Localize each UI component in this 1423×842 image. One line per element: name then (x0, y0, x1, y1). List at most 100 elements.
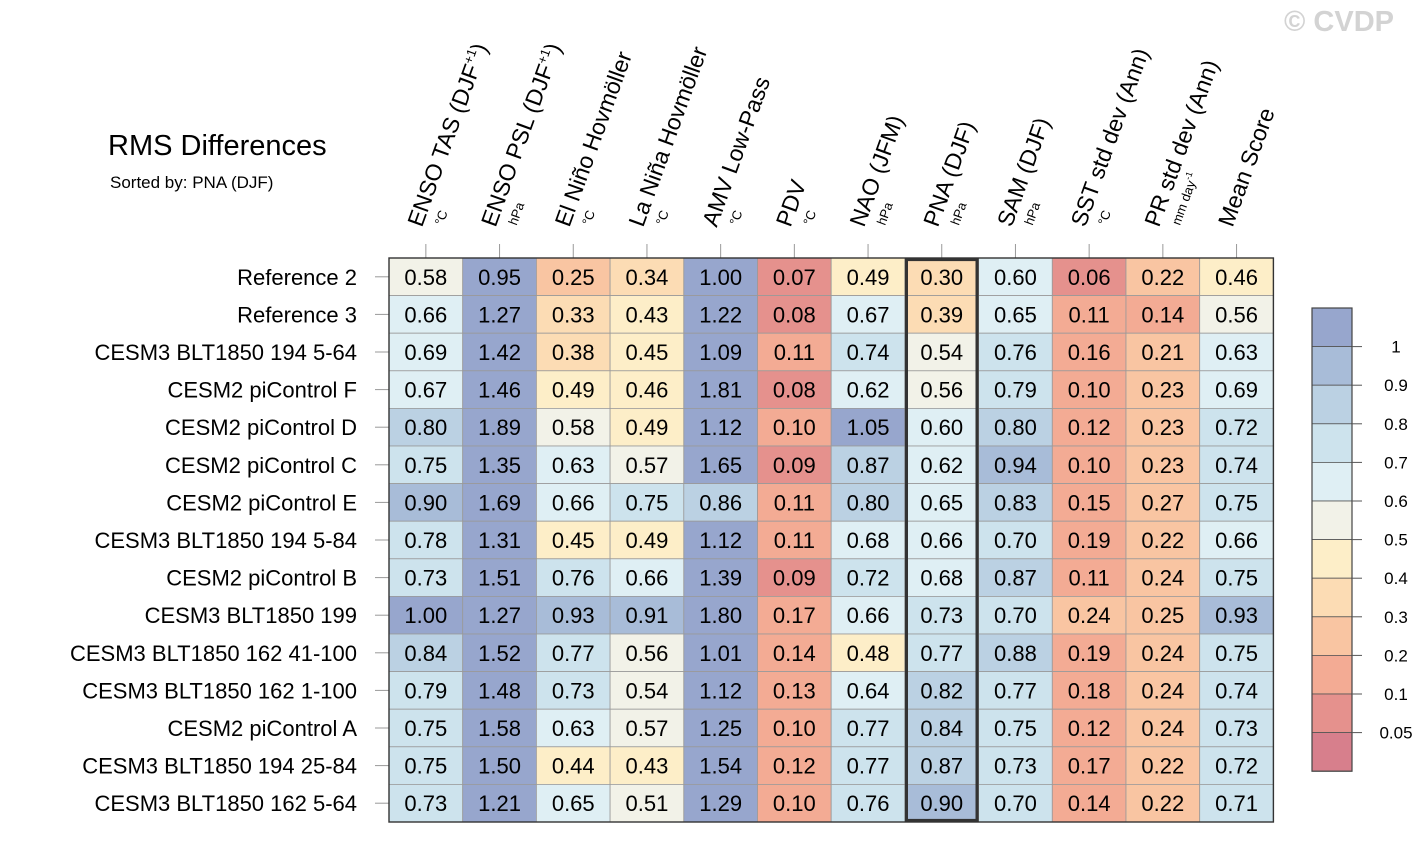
row-label: CESM3 BLT1850 194 5-64 (94, 340, 357, 365)
cell-value: 0.06 (1068, 265, 1111, 290)
heatmap-cell (830, 633, 906, 672)
cell-value: 0.24 (1141, 678, 1184, 703)
cell-value: 0.07 (773, 265, 816, 290)
heatmap-cell (904, 558, 980, 597)
heatmap-cell (1051, 483, 1127, 522)
cell-value: 0.10 (773, 791, 816, 816)
row-labels: Reference 2 Reference 3 CESM3 BLT1850 194 … (70, 265, 389, 816)
cell-value: 0.24 (1141, 716, 1184, 741)
cell-value: 1.54 (699, 754, 742, 779)
cell-value: 0.14 (773, 641, 816, 666)
cell-value: 0.34 (626, 265, 669, 290)
colorbar-bin (1311, 384, 1353, 425)
cell-value: 0.62 (920, 453, 963, 478)
cell-value: 1.48 (478, 678, 521, 703)
cell-value: 1.35 (478, 453, 521, 478)
heatmap-cell (978, 483, 1053, 522)
heatmap-cell (462, 596, 537, 635)
cell-value: 0.73 (920, 603, 963, 628)
heatmap-cell (1199, 295, 1274, 334)
heatmap-cell (683, 671, 758, 710)
cell-value: 1.69 (478, 490, 521, 515)
cell-value: 1.05 (847, 415, 890, 440)
cell-value: 0.69 (404, 340, 447, 365)
cell-value: 0.62 (847, 378, 890, 403)
heatmap-cell (830, 370, 906, 409)
heatmap-cell (1199, 558, 1274, 597)
heatmap-cell (536, 520, 611, 560)
colorbar-bin (1311, 461, 1353, 502)
cell-value: 0.43 (626, 302, 669, 327)
cell-value: 0.11 (774, 340, 815, 365)
heatmap-cell (978, 407, 1053, 447)
column-label: SAM (DJF) (992, 114, 1055, 230)
heatmap-cell (1125, 633, 1201, 672)
heatmap-cell (1125, 596, 1201, 635)
heatmap-cell (1051, 332, 1127, 372)
row-label: CESM3 BLT1850 162 1-100 (82, 678, 357, 703)
cell-value: 0.65 (994, 302, 1037, 327)
cell-value: 0.70 (994, 603, 1037, 628)
cell-value: 1.29 (699, 791, 742, 816)
cell-value: 1.27 (478, 302, 521, 327)
heatmap-cell (1051, 445, 1127, 484)
heatmap-cell (1051, 671, 1127, 710)
heatmap-cell (388, 445, 464, 484)
cell-value: 0.56 (920, 378, 963, 403)
column-label: SST std dev (Ann) (1065, 45, 1154, 230)
cell-value: 0.95 (478, 265, 521, 290)
cell-value: 0.19 (1068, 641, 1111, 666)
cell-value: 0.27 (1141, 490, 1184, 515)
row-label: Reference 2 (237, 265, 357, 290)
colorbar-bin (1311, 346, 1353, 386)
column-label-text: SST std dev (Ann) (1065, 45, 1154, 230)
heatmap-cell (830, 708, 906, 748)
row-label: CESM3 BLT1850 194 25-84 (82, 754, 357, 779)
column-label: PNA (DJF) (918, 118, 980, 230)
cell-value: 0.77 (920, 641, 963, 666)
cell-value: 0.84 (920, 716, 963, 741)
heatmap-cell (830, 746, 906, 785)
cell-value: 0.10 (1068, 378, 1111, 403)
colorbar-bin (1311, 577, 1353, 618)
cell-value: 1.12 (699, 678, 742, 703)
colorbar-label: 0.5 (1384, 531, 1408, 550)
cell-value: 0.66 (847, 603, 890, 628)
heatmap-cell (1051, 520, 1127, 560)
heatmap-cell (609, 257, 685, 296)
column-label-text: La Niña Hovmöller (623, 43, 712, 230)
heatmap-cell (1199, 671, 1274, 710)
cell-value: 0.22 (1141, 528, 1184, 553)
heatmap-cell (1051, 407, 1127, 447)
cell-value: 0.77 (994, 678, 1037, 703)
cell-value: 1.21 (478, 791, 521, 816)
heatmap-cell (609, 746, 685, 785)
column-unit-text: °C (653, 208, 672, 227)
heatmap-cell (536, 370, 611, 409)
heatmap-cell (609, 445, 685, 484)
cell-value: 0.23 (1141, 378, 1184, 403)
heatmap-cell (609, 370, 685, 409)
cell-value: 0.58 (552, 415, 595, 440)
column-label-text: SAM (DJF) (992, 114, 1055, 230)
cell-value: 1.12 (699, 528, 742, 553)
heatmap-cell (683, 407, 758, 447)
heatmap-cells: 0.58 0.95 0.25 0.34 1.00 0.07 0.49 0.30 0.60 0.06… (388, 257, 1274, 823)
cell-value: 0.49 (847, 265, 890, 290)
cell-value: 0.76 (994, 340, 1037, 365)
cell-value: 0.87 (847, 453, 890, 478)
cell-value: 0.45 (552, 528, 595, 553)
heatmap-cell (609, 332, 685, 372)
cell-value: 1.00 (404, 603, 447, 628)
colorbar-label: 0.3 (1384, 608, 1408, 627)
heatmap-cell (757, 332, 832, 372)
cell-value: 0.72 (847, 566, 890, 591)
column-unit-text: °C (726, 208, 745, 227)
cell-value: 0.22 (1141, 791, 1184, 816)
heatmap-cell (830, 596, 906, 635)
heatmap-overlay (388, 257, 1275, 823)
cell-value: 0.39 (920, 302, 963, 327)
column-label: ENSO PSL (DJF+1) (476, 40, 566, 230)
heatmap-cell (609, 671, 685, 710)
